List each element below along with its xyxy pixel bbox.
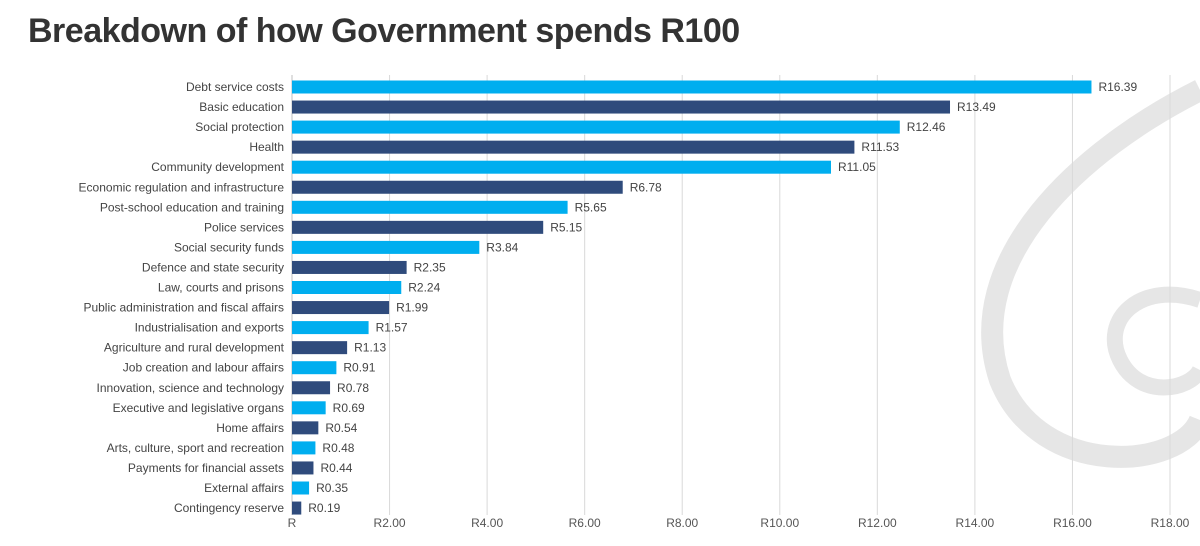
data-label: R13.49 <box>957 100 996 114</box>
category-label: Health <box>249 140 284 154</box>
chart-title: Breakdown of how Government spends R100 <box>28 12 740 50</box>
x-tick-label: R10.00 <box>760 516 799 530</box>
data-label: R0.78 <box>337 381 369 395</box>
data-label: R0.54 <box>325 421 357 435</box>
x-tick-label: R4.00 <box>471 516 503 530</box>
category-label: Innovation, science and technology <box>97 381 284 395</box>
category-label: Industrialisation and exports <box>135 321 284 335</box>
x-tick-label: R16.00 <box>1053 516 1092 530</box>
bar <box>292 180 623 194</box>
bar <box>292 220 544 234</box>
x-tick-label: R12.00 <box>858 516 897 530</box>
bar <box>292 240 480 254</box>
category-label: Arts, culture, sport and recreation <box>107 441 284 455</box>
category-label: Social protection <box>195 120 284 134</box>
category-label: Law, courts and prisons <box>158 281 284 295</box>
bar <box>292 361 337 375</box>
category-label: Police services <box>204 220 284 234</box>
bar <box>292 341 348 355</box>
watermark-swirl-inner <box>1106 286 1200 396</box>
data-label: R1.57 <box>376 321 408 335</box>
bar <box>292 401 326 415</box>
category-label: Agriculture and rural development <box>104 341 285 355</box>
category-label: Community development <box>151 160 284 174</box>
bar <box>292 160 831 174</box>
bar <box>292 421 319 435</box>
category-label: Home affairs <box>216 421 284 435</box>
data-label: R0.19 <box>308 501 340 515</box>
bar <box>292 260 407 274</box>
category-label: Contingency reserve <box>174 501 284 515</box>
category-label: Public administration and fiscal affairs <box>83 301 284 315</box>
bar <box>292 321 369 335</box>
bar <box>292 281 402 294</box>
data-label: R6.78 <box>630 180 662 194</box>
bar <box>292 481 310 495</box>
data-label: R2.24 <box>408 281 440 295</box>
x-tick-label: R <box>288 516 297 530</box>
bar <box>292 441 316 455</box>
bar <box>292 80 1092 94</box>
bar <box>292 140 855 154</box>
category-label: Payments for financial assets <box>128 461 284 475</box>
data-label: R1.13 <box>354 341 386 355</box>
x-tick-label: R2.00 <box>374 516 406 530</box>
category-label: Defence and state security <box>142 260 284 274</box>
bar <box>292 200 568 214</box>
category-label: Basic education <box>199 100 284 114</box>
data-label: R0.48 <box>322 441 354 455</box>
bar <box>292 381 331 395</box>
category-label: Debt service costs <box>186 80 284 94</box>
data-label: R0.35 <box>316 481 348 495</box>
category-label: Job creation and labour affairs <box>123 361 284 375</box>
category-label: Social security funds <box>174 240 284 254</box>
data-label: R0.69 <box>333 401 365 415</box>
category-label: Economic regulation and infrastructure <box>79 180 285 194</box>
category-label: External affairs <box>204 481 284 495</box>
x-tick-label: R18.00 <box>1151 516 1190 530</box>
data-label: R1.99 <box>396 301 428 315</box>
bar <box>292 120 900 134</box>
data-label: R11.05 <box>838 160 876 174</box>
bar <box>292 501 302 515</box>
data-label: R11.53 <box>861 140 899 154</box>
x-tick-label: R14.00 <box>956 516 995 530</box>
x-tick-label: R6.00 <box>569 516 601 530</box>
bar <box>292 301 390 315</box>
x-tick-label: R8.00 <box>666 516 698 530</box>
category-label: Post-school education and training <box>100 200 284 214</box>
data-label: R16.39 <box>1098 80 1137 94</box>
data-label: R0.91 <box>343 361 375 375</box>
data-label: R5.65 <box>575 200 607 214</box>
data-label: R0.44 <box>320 461 352 475</box>
watermark-swirl <box>981 80 1200 468</box>
data-label: R2.35 <box>414 260 446 274</box>
data-label: R3.84 <box>486 240 518 254</box>
category-label: Executive and legislative organs <box>113 401 284 415</box>
bar <box>292 100 951 114</box>
data-label: R12.46 <box>907 120 946 134</box>
data-label: R5.15 <box>550 220 582 234</box>
bar <box>292 461 314 475</box>
